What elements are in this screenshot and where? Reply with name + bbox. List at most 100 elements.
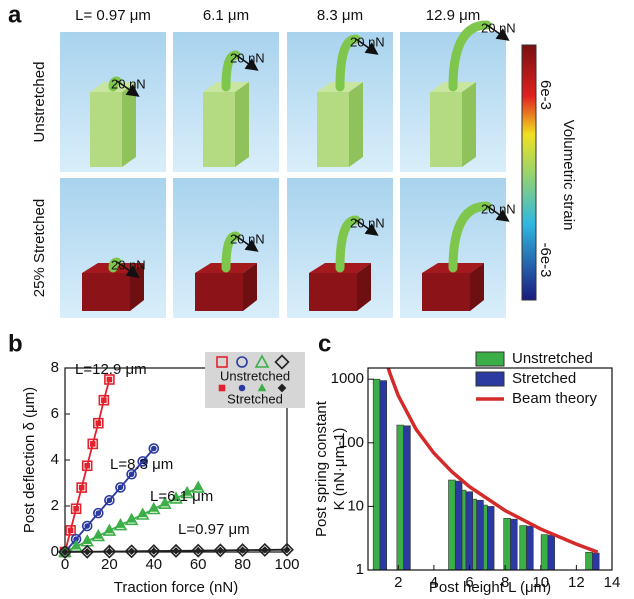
post <box>335 215 361 273</box>
bar <box>510 518 518 571</box>
unstretched-point <box>80 544 95 559</box>
unstretched-point <box>102 523 117 536</box>
unstretched-point <box>104 494 115 506</box>
stretched-point <box>261 546 269 554</box>
substrate-front <box>195 273 243 311</box>
row-label: 25% Stretched <box>31 199 48 297</box>
stretched-point <box>151 445 157 452</box>
stretched-point <box>95 510 102 516</box>
force-label: 20 nN <box>230 50 265 65</box>
bar <box>448 479 456 571</box>
force-label: 20 nN <box>350 215 385 230</box>
x-axis-label: Traction force (nN) <box>114 579 238 596</box>
y-axis-label: Post deflection δ (μm) <box>21 387 38 533</box>
substrate-front <box>203 92 235 167</box>
unstretched-point <box>87 438 99 450</box>
y-tick-label: 1 <box>356 561 364 578</box>
group-label: L=0.97 μm <box>178 521 250 538</box>
stretched-point <box>150 504 158 512</box>
force-arrow <box>116 261 140 278</box>
stretched-point <box>172 494 180 502</box>
force-label: 20 nN <box>230 231 265 246</box>
legend-symbol <box>257 383 267 392</box>
bar <box>540 534 549 571</box>
legend-symbol <box>277 383 287 393</box>
stretched-point <box>138 510 147 518</box>
group-label: L=12.9 μm <box>75 361 147 378</box>
stretched-point <box>105 526 114 534</box>
legend-swatch <box>475 351 505 367</box>
unstretched-point <box>213 543 228 558</box>
stretched-point <box>127 515 136 523</box>
stretched-point <box>183 488 191 496</box>
stretched-point <box>194 483 202 491</box>
bar <box>585 551 593 571</box>
y-tick-label: 100 <box>339 434 364 451</box>
force-arrow <box>486 24 510 41</box>
group-label: L=6.1 μm <box>150 488 213 505</box>
unstretched-point <box>93 507 104 519</box>
stretched-point <box>106 376 113 383</box>
group-label: L=8.3 μm <box>110 456 173 473</box>
colorbar-label: Volumetric strain <box>560 120 577 231</box>
y-tick-label: 6 <box>51 405 59 422</box>
panel-letter: a <box>8 1 22 28</box>
unstretched-point <box>91 528 106 542</box>
stretched-point <box>128 471 135 478</box>
post <box>335 34 361 92</box>
substrate-front <box>309 273 357 311</box>
unstretched-point <box>76 482 87 493</box>
unstretched-point <box>169 491 183 504</box>
stretched-point <box>216 546 225 555</box>
stretched-point <box>101 397 107 404</box>
force-arrow <box>235 54 259 71</box>
stretched-point <box>116 521 125 528</box>
x-tick-label: 12 <box>568 574 585 591</box>
legend-label: Stretched <box>512 370 576 387</box>
unstretched-point <box>93 417 104 429</box>
unstretched-point <box>169 543 183 558</box>
force-label: 20 nN <box>350 34 385 49</box>
y-tick-label: 8 <box>51 359 59 376</box>
x-tick-label: 10 <box>532 574 549 591</box>
unstretched-point <box>58 545 72 559</box>
stretched-point <box>105 547 114 556</box>
post <box>108 76 122 92</box>
substrate-side <box>122 82 136 167</box>
unstretched-point <box>191 480 205 493</box>
colorbar-max: 6e-3 <box>537 80 554 110</box>
unstretched-point <box>148 443 160 454</box>
y-axis-label: K (nN·μm-1) <box>331 428 348 511</box>
unstretched-point <box>102 544 117 559</box>
unstretched-point <box>81 460 93 472</box>
unstretched-point <box>191 543 206 558</box>
y-tick-label: 10 <box>347 497 364 514</box>
x-tick-label: 40 <box>145 556 162 573</box>
bar <box>372 378 381 571</box>
force-label: 20 nN <box>481 20 516 35</box>
unstretched-point <box>126 468 137 480</box>
x-tick-label: 100 <box>274 556 299 573</box>
substrate-side <box>243 263 257 311</box>
unstretched-point <box>115 482 126 493</box>
stretched-point <box>94 531 103 539</box>
stretched-point <box>106 497 113 504</box>
stretched-point <box>83 548 91 556</box>
unstretched-point <box>124 544 139 559</box>
colorbar-min: -6e-3 <box>537 242 554 277</box>
substrate-side <box>470 263 484 311</box>
substrate-front <box>422 273 470 311</box>
x-tick-label: 2 <box>394 574 402 591</box>
stretched-point <box>194 546 202 555</box>
unstretched-point <box>124 512 139 526</box>
column-label: 6.1 μm <box>203 7 249 24</box>
stretched-point <box>283 545 291 554</box>
unstretched-point <box>180 485 194 499</box>
force-arrow <box>355 38 379 55</box>
unstretched-point <box>81 520 93 532</box>
legend-label: Unstretched <box>512 350 593 367</box>
stretched-point <box>238 546 247 554</box>
legend-label: Beam theory <box>512 390 598 407</box>
legend-symbol <box>254 354 270 368</box>
